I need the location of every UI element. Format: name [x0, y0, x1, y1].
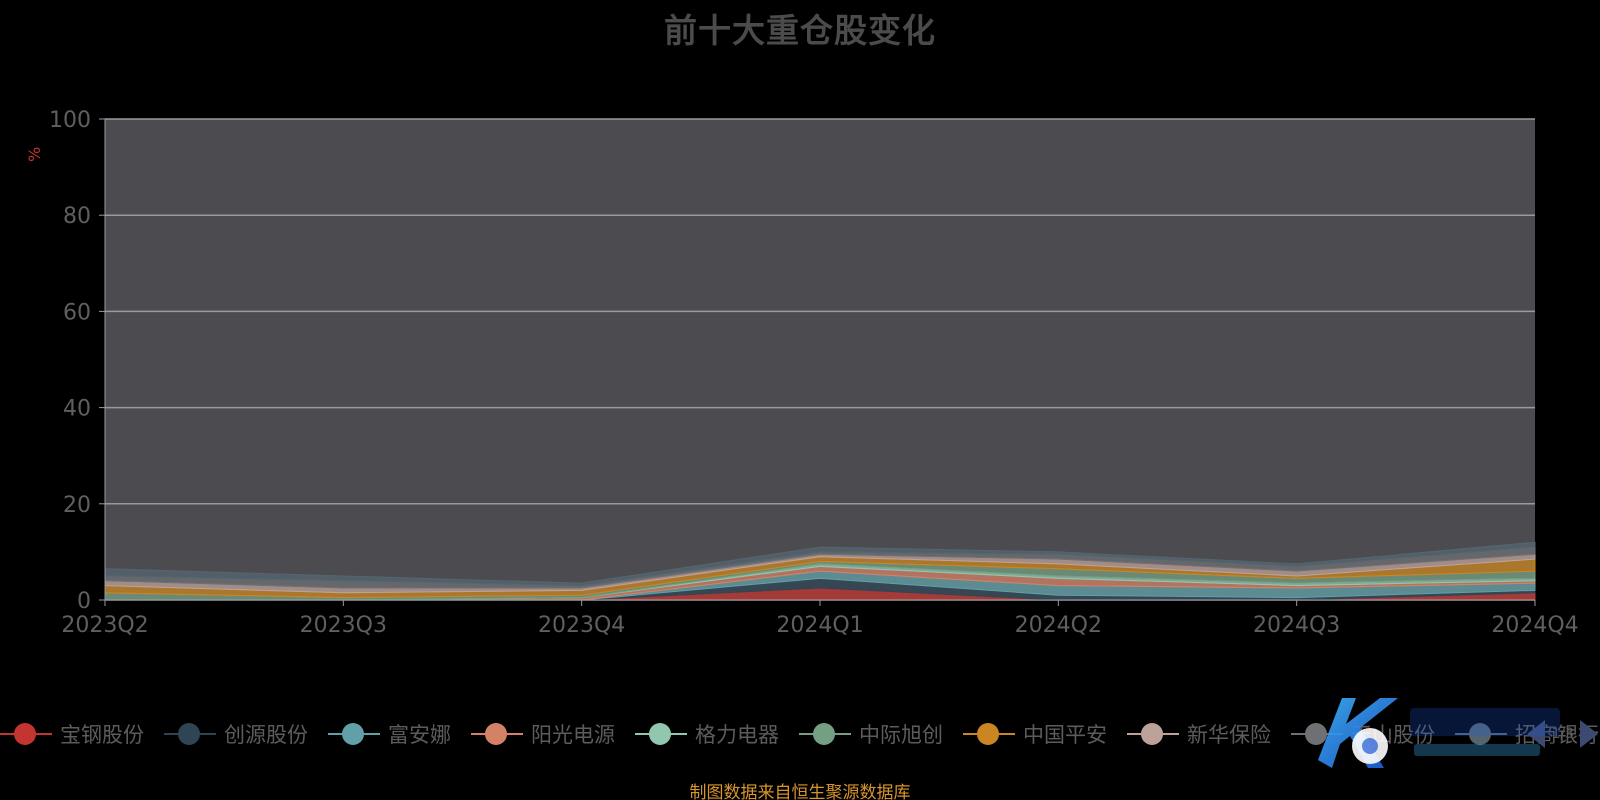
- legend-marker-icon: [164, 722, 216, 746]
- legend-item-7[interactable]: 中国平安: [963, 719, 1107, 749]
- legend-item-2[interactable]: 创源股份: [164, 719, 308, 749]
- y-axis-label: %: [25, 147, 44, 162]
- legend-item-9[interactable]: 天山股份: [1291, 719, 1435, 749]
- y-tick-label: 80: [63, 204, 91, 229]
- legend-marker-icon: [1127, 722, 1179, 746]
- x-tick-label: 2023Q4: [538, 613, 625, 638]
- legend-item-8[interactable]: 新华保险: [1127, 719, 1271, 749]
- chart-title: 前十大重仓股变化: [664, 11, 936, 50]
- legend-label: 中国平安: [1023, 723, 1107, 747]
- y-axis: 0 20 40 60 80 100: [49, 108, 106, 614]
- legend-label: 格力电器: [695, 723, 779, 747]
- x-tick-label: 2024Q3: [1253, 613, 1340, 638]
- legend-item-1[interactable]: 宝钢股份: [0, 719, 144, 749]
- legend-marker-icon: [328, 722, 380, 746]
- area-series-group: [104, 541, 1536, 601]
- legend-item-6[interactable]: 中际旭创: [799, 719, 943, 749]
- legend-page-count: 1/3: [1551, 726, 1574, 742]
- legend-pager: 1/3: [1527, 720, 1598, 748]
- legend-marker-icon: [635, 722, 687, 746]
- legend-label: 富安娜: [388, 723, 451, 747]
- legend-marker-icon: [471, 722, 523, 746]
- legend-marker-icon: [1455, 722, 1507, 746]
- x-axis: 2023Q2 2023Q3 2023Q4 2024Q1 2024Q2 2024Q3 2024…: [61, 599, 1579, 638]
- legend: 宝钢股份 创源股份 富安娜 阳光电源 格力电器 中际旭创 中国平安 新华保险 天山股份 招商银行: [0, 712, 1600, 756]
- source-note: 制图数据来自恒生聚源数据库: [689, 783, 911, 800]
- plot-background: [105, 119, 1535, 600]
- legend-label: 天山股份: [1351, 723, 1435, 747]
- legend-item-4[interactable]: 阳光电源: [471, 719, 615, 749]
- area-series-10: [104, 541, 1536, 587]
- legend-marker-icon: [0, 722, 52, 746]
- legend-item-3[interactable]: 富安娜: [328, 719, 451, 749]
- y-tick-label: 20: [63, 493, 91, 518]
- legend-marker-icon: [799, 722, 851, 746]
- legend-label: 中际旭创: [859, 723, 943, 747]
- legend-item-5[interactable]: 格力电器: [635, 719, 779, 749]
- legend-label: 新华保险: [1187, 723, 1271, 747]
- legend-prev-icon[interactable]: [1527, 720, 1546, 748]
- y-tick-label: 0: [77, 589, 91, 614]
- legend-label: 阳光电源: [531, 723, 615, 747]
- legend-next-icon[interactable]: [1580, 720, 1598, 748]
- legend-label: 宝钢股份: [60, 723, 144, 747]
- x-tick-label: 2024Q4: [1491, 613, 1578, 638]
- legend-marker-icon: [1291, 722, 1343, 746]
- x-tick-label: 2023Q2: [61, 613, 148, 638]
- legend-label: 创源股份: [224, 723, 308, 747]
- x-tick-label: 2023Q3: [300, 613, 387, 638]
- y-tick-label: 100: [49, 108, 91, 133]
- y-tick-label: 60: [63, 300, 91, 325]
- y-tick-label: 40: [63, 397, 91, 422]
- x-tick-label: 2024Q1: [776, 613, 863, 638]
- legend-marker-icon: [963, 722, 1015, 746]
- x-tick-label: 2024Q2: [1015, 613, 1102, 638]
